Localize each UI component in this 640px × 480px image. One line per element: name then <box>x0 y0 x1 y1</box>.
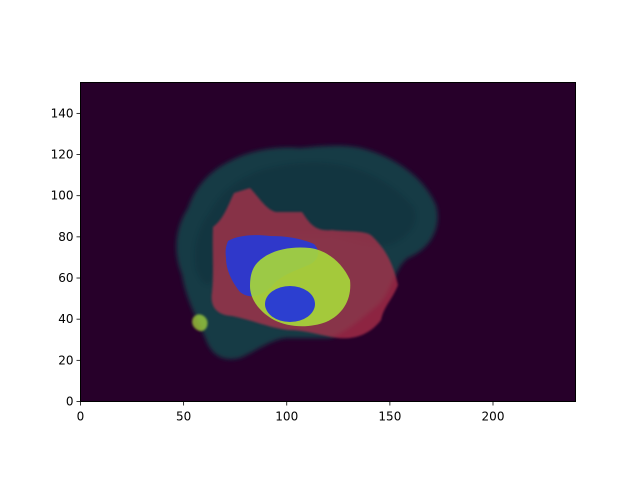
x-tick-label: 100 <box>275 410 298 424</box>
x-tick-label: 200 <box>482 410 505 424</box>
x-tick-label: 150 <box>378 410 401 424</box>
y-tick-label: 60 <box>58 271 73 285</box>
plot-frame <box>80 82 576 402</box>
y-tick-label: 20 <box>58 353 73 367</box>
y-tick-label: 140 <box>51 106 74 120</box>
small-lesion <box>192 314 208 332</box>
y-tick-label: 40 <box>58 312 73 326</box>
y-tick-label: 80 <box>58 230 73 244</box>
y-tick-label: 120 <box>51 148 74 162</box>
enhancing-center <box>265 286 315 322</box>
y-axis: 0 20 40 60 80 100 120 140 <box>51 106 81 409</box>
x-tick-label: 50 <box>176 410 191 424</box>
y-tick-label: 0 <box>66 395 74 409</box>
mri-image <box>80 82 576 402</box>
x-tick-label: 0 <box>77 410 85 424</box>
x-axis: 0 50 100 150 200 <box>77 401 505 424</box>
y-tick-label: 100 <box>51 189 74 203</box>
